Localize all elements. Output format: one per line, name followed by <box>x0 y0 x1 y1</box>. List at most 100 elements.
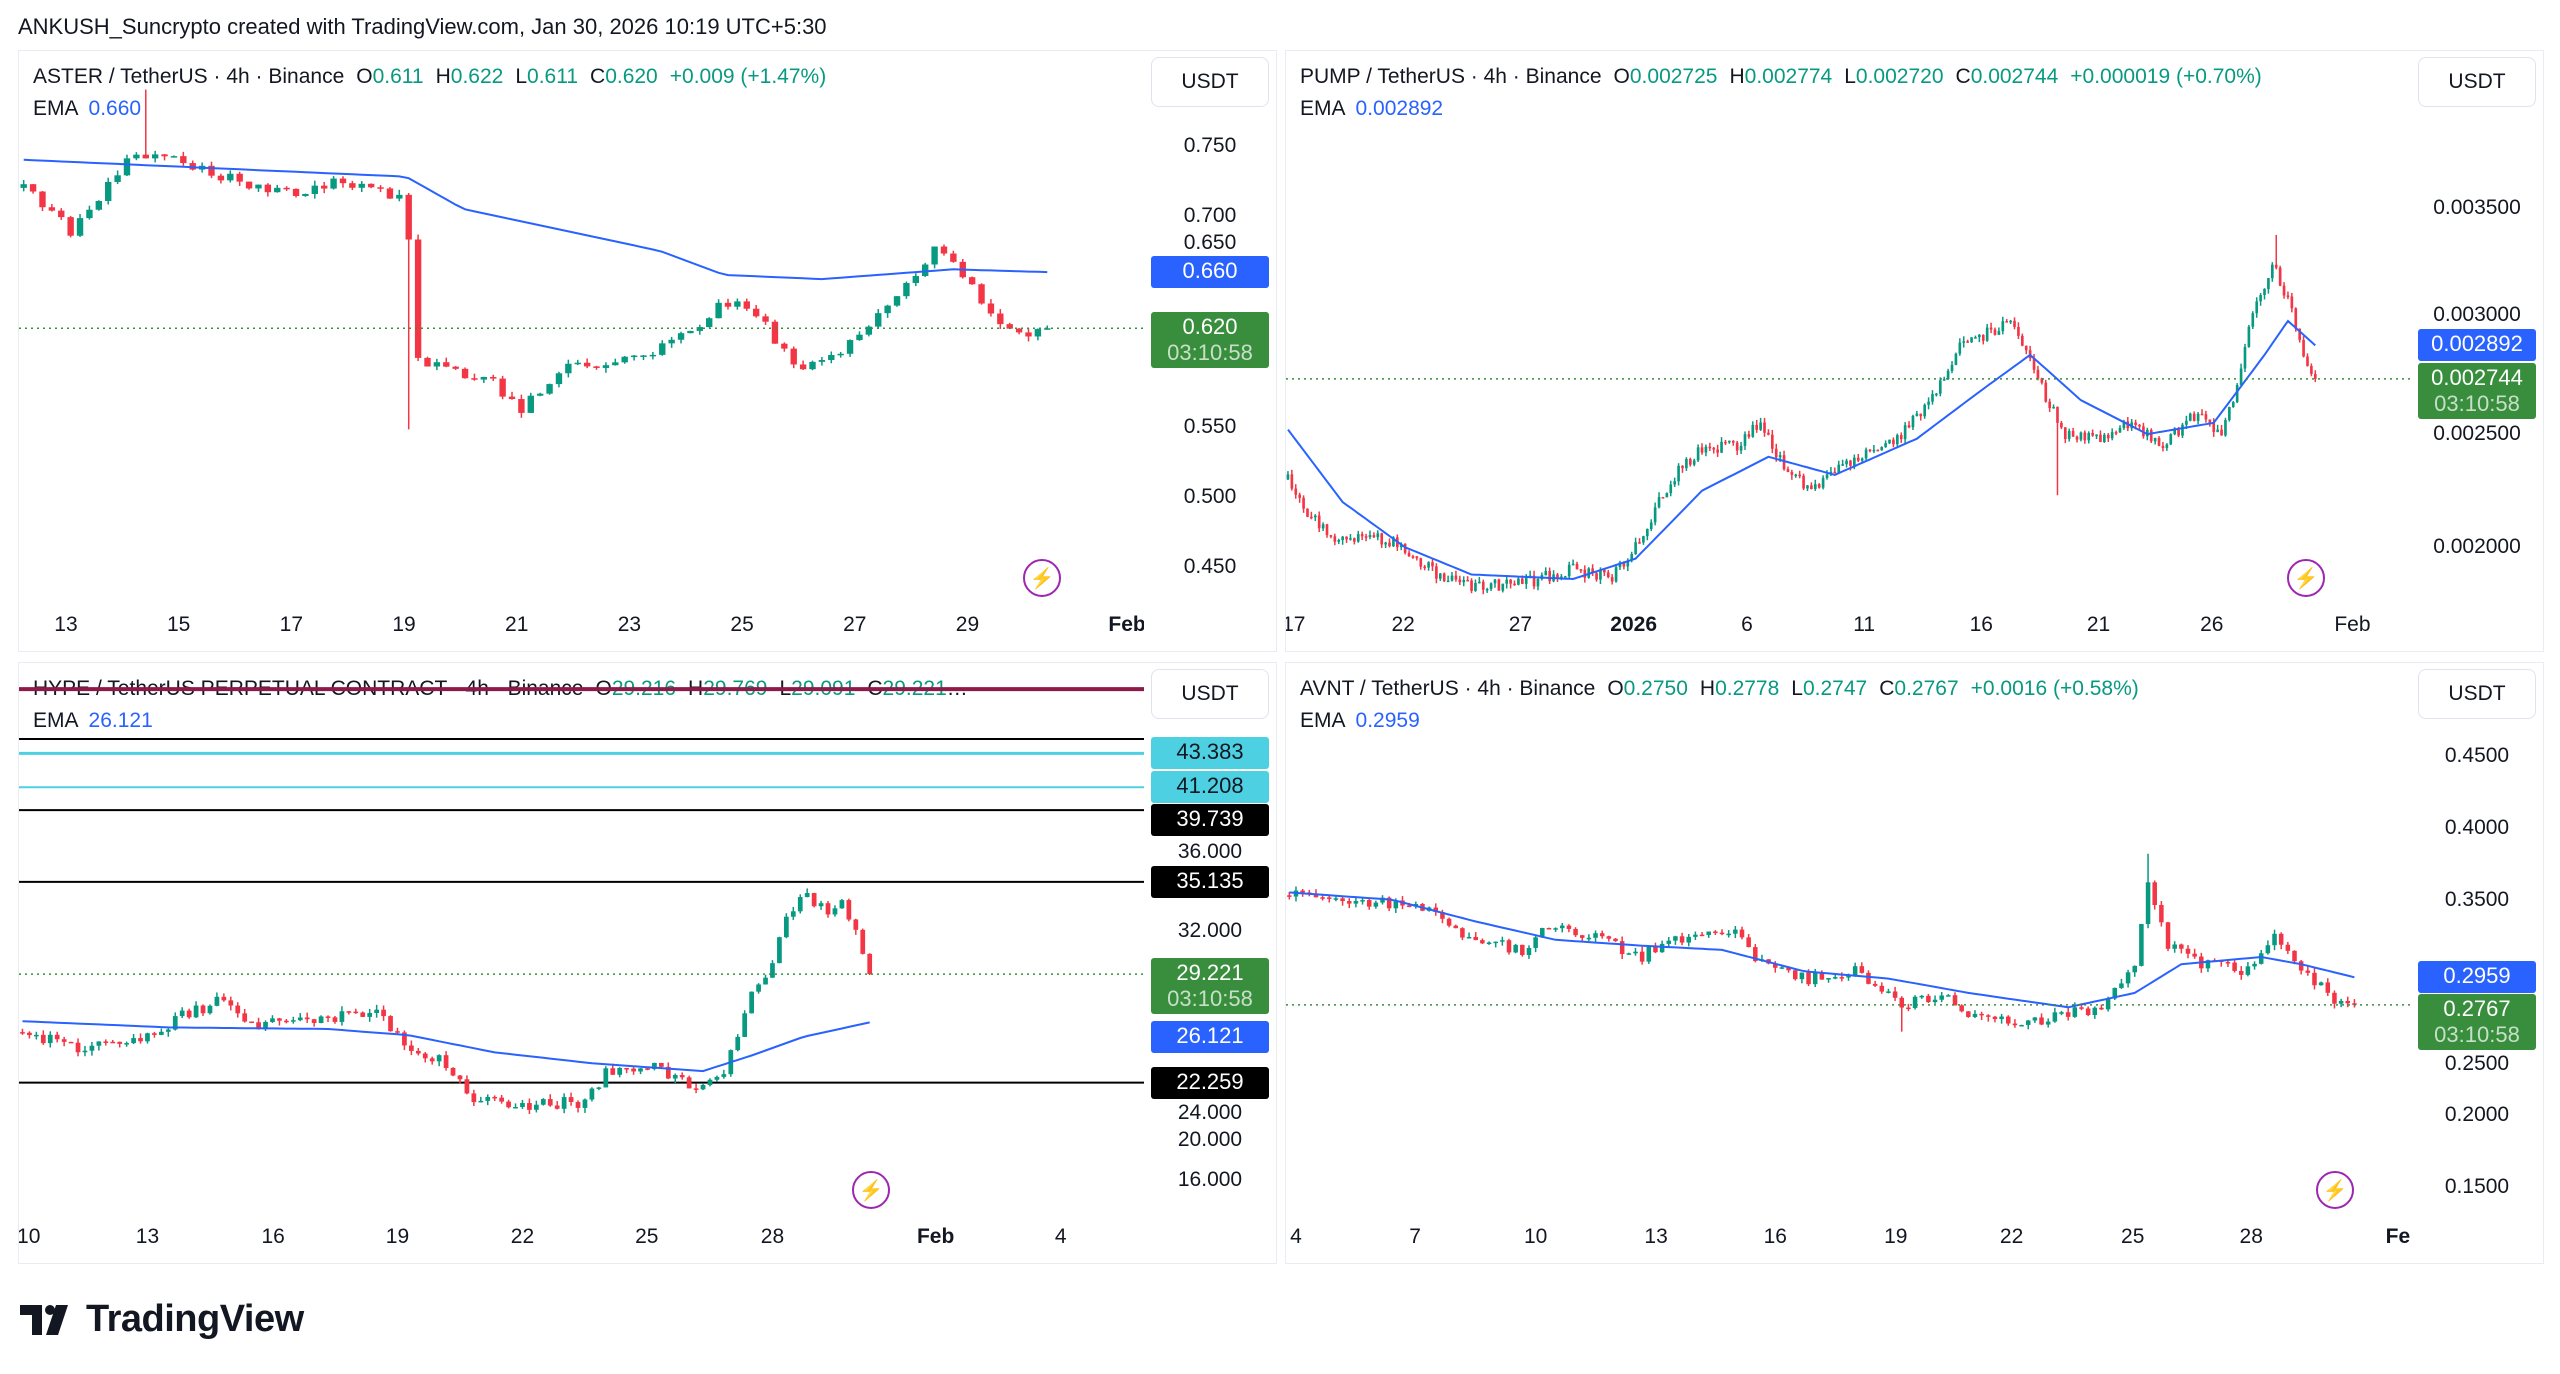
time-tick: 4 <box>1054 1225 1067 1248</box>
candle <box>1906 1003 1911 1012</box>
ema-line <box>1289 891 2355 1009</box>
candle <box>1879 982 1885 994</box>
candle-body <box>2024 345 2028 351</box>
candle-body <box>29 184 37 192</box>
candle-body <box>1356 534 1360 542</box>
candle-body <box>617 1067 623 1075</box>
lightning-icon[interactable]: ⚡ <box>1023 559 1061 597</box>
candle-body <box>263 1021 268 1030</box>
candle <box>1513 580 1516 586</box>
ema-legend[interactable]: EMA 26.121 <box>33 709 153 733</box>
ema-legend[interactable]: EMA 0.002892 <box>1300 97 1443 121</box>
candle-body <box>47 1034 53 1044</box>
ohlc-value-o: 0.611 <box>372 65 424 88</box>
candle <box>1954 352 1958 366</box>
candle-body <box>367 183 375 188</box>
candle-body <box>2312 972 2317 986</box>
chart-panel-aster[interactable]: ASTER / TetherUS · 4h · Binance O0.611 H0.… <box>18 50 1277 652</box>
candle <box>1573 927 1578 937</box>
candle <box>1638 538 1641 544</box>
candle-body <box>452 366 459 369</box>
candle-body <box>297 1017 303 1021</box>
candle <box>1792 969 1798 981</box>
price-tick: 20.000 <box>1177 1127 1243 1151</box>
candle <box>2039 1013 2044 1026</box>
candle <box>2208 419 2212 427</box>
candle-body <box>856 334 863 341</box>
time-axis[interactable]: 10 13 16 19 22 25 28 Feb 4 <box>19 1225 1144 1255</box>
chart-panel-avnt[interactable]: AVNT / TetherUS · 4h · Binance O0.2750 H0.… <box>1285 662 2544 1264</box>
symbol-title[interactable]: HYPE / TetherUS PERPETUAL CONTRACT · 4h … <box>33 677 584 700</box>
candle-body <box>1970 337 1973 343</box>
currency-button[interactable]: USDT <box>1151 57 1269 107</box>
time-axis[interactable]: 13 15 17 19 21 23 25 27 29 Feb <box>19 613 1144 643</box>
candle <box>1653 942 1658 954</box>
candle <box>1832 973 1838 980</box>
symbol-title[interactable]: AVNT / TetherUS · 4h · Binance <box>1300 677 1596 700</box>
candle-body <box>1413 904 1419 907</box>
candle-body <box>1571 563 1575 566</box>
candle <box>217 173 225 184</box>
candle <box>771 319 779 344</box>
lightning-icon[interactable]: ⚡ <box>852 1171 890 1209</box>
time-axis[interactable]: 17 22 27 2026 6 11 16 21 26 Feb <box>1286 613 2411 643</box>
candle <box>283 186 290 191</box>
candle <box>1446 575 1450 583</box>
lightning-icon[interactable]: ⚡ <box>2287 559 2325 597</box>
candle <box>1320 893 1325 901</box>
candle-body <box>1406 905 1412 907</box>
symbol-title[interactable]: PUMP / TetherUS · 4h · Binance <box>1300 65 1602 88</box>
ema-legend[interactable]: EMA 0.660 <box>33 97 141 121</box>
candle-body <box>2252 963 2257 967</box>
candle <box>2185 945 2191 959</box>
candle-body <box>1015 328 1023 333</box>
candle-body <box>1526 947 1532 956</box>
ohlc-value-c: 29.221 <box>882 677 947 700</box>
candle-body <box>1773 963 1778 968</box>
candle-body <box>1903 425 1907 440</box>
time-tick: 16 <box>1969 613 1993 636</box>
candle <box>2345 996 2351 1008</box>
symbol-title[interactable]: ASTER / TetherUS · 4h · Binance <box>33 65 345 88</box>
candle-body <box>2205 960 2211 969</box>
candle-body <box>1747 434 1751 437</box>
candle-body <box>2142 426 2145 437</box>
candle <box>1298 492 1301 503</box>
price-label-last: 0.620 03:10:58 <box>1151 312 1269 369</box>
candle <box>1746 933 1751 948</box>
candle-body <box>1521 578 1524 584</box>
candle-body <box>2204 414 2208 420</box>
candle-body <box>114 175 121 182</box>
candle <box>2063 427 2067 444</box>
candle-body <box>1860 458 1864 461</box>
currency-button[interactable]: USDT <box>2418 669 2536 719</box>
candle-body <box>2157 438 2161 446</box>
currency-button[interactable]: USDT <box>2418 57 2536 107</box>
time-axis[interactable]: 4 7 10 13 16 19 22 25 28 Feb <box>1286 1225 2411 1255</box>
candle-body <box>1489 583 1493 589</box>
candle <box>811 892 817 908</box>
lightning-icon[interactable]: ⚡ <box>2316 1171 2354 1209</box>
price-label-last: 0.002744 03:10:58 <box>2418 362 2536 419</box>
price-tick: 0.003500 <box>2433 195 2521 219</box>
candle-body <box>235 1005 241 1014</box>
candle <box>1553 927 1558 932</box>
candle <box>381 1005 386 1021</box>
candle-body <box>1774 448 1778 458</box>
chart-panel-hype[interactable]: HYPE / TetherUS PERPETUAL CONTRACT · 4h … <box>18 662 1277 1264</box>
candle-body <box>133 154 140 159</box>
ema-legend[interactable]: EMA 0.2959 <box>1300 709 1420 733</box>
candle-body <box>2110 432 2114 439</box>
candle-body <box>360 1012 366 1017</box>
candle <box>1044 325 1051 330</box>
candle <box>1923 403 1926 419</box>
candle-body <box>968 277 976 285</box>
chart-panel-pump[interactable]: PUMP / TetherUS · 4h · Binance O0.002725 H… <box>1285 50 2544 652</box>
candle <box>2196 412 2200 425</box>
currency-button[interactable]: USDT <box>1151 669 1269 719</box>
time-tick: 4 <box>1290 1225 1302 1248</box>
candle <box>1778 451 1782 462</box>
candle-body <box>1906 1007 1911 1010</box>
candle-body <box>170 156 178 158</box>
tradingview-logo[interactable]: TradingView <box>20 1298 304 1341</box>
